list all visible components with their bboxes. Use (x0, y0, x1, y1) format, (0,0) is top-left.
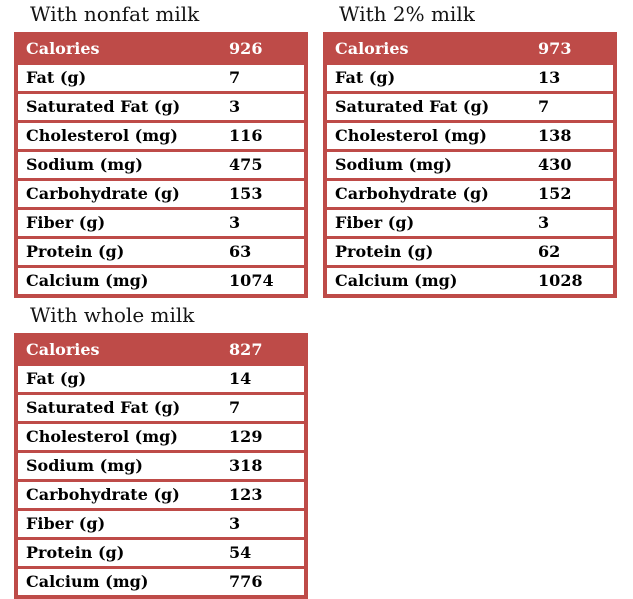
table-row: Sodium (mg) 475 (16, 149, 306, 180)
nutrient-value: 14 (227, 363, 306, 394)
nutrient-value: 3 (227, 91, 306, 122)
header-value: 926 (227, 34, 306, 64)
table-row: Carbohydrate (g) 123 (16, 479, 306, 510)
table-row: Fiber (g) 3 (16, 508, 306, 539)
table-header-row: Calories 926 (16, 34, 306, 64)
table-row: Fiber (g) 3 (325, 207, 615, 238)
table-row: Protein (g) 63 (16, 236, 306, 267)
table-row: Saturated Fat (g) 7 (325, 91, 615, 122)
nutrient-label: Fat (g) (16, 62, 228, 93)
nutrition-block-whole-milk: With whole milk Calories 827 Fat (g) 14 … (14, 303, 308, 599)
table-title-whole-milk: With whole milk (30, 303, 195, 327)
table-row: Protein (g) 54 (16, 537, 306, 568)
nutrient-value: 116 (227, 120, 306, 151)
table-row: Saturated Fat (g) 7 (16, 392, 306, 423)
nutrient-label: Sodium (mg) (325, 149, 537, 180)
nutrient-label: Saturated Fat (g) (16, 392, 228, 423)
nutrient-label: Fiber (g) (325, 207, 537, 238)
header-label: Calories (16, 34, 228, 64)
nutrient-label: Fiber (g) (16, 508, 228, 539)
nutrient-label: Fat (g) (325, 62, 537, 93)
nutrient-label: Protein (g) (16, 236, 228, 267)
table-row: Protein (g) 62 (325, 236, 615, 267)
nutrient-value: 7 (227, 62, 306, 93)
nutrient-label: Cholesterol (mg) (16, 421, 228, 452)
nutrient-label: Carbohydrate (g) (325, 178, 537, 209)
nutrient-value: 63 (227, 236, 306, 267)
nutrient-label: Fat (g) (16, 363, 228, 394)
nutrition-table-2pct-milk: Calories 973 Fat (g) 13 Saturated Fat (g… (323, 32, 617, 298)
nutrient-value: 54 (227, 537, 306, 568)
table-title-nonfat-milk: With nonfat milk (30, 2, 200, 26)
nutrient-label: Sodium (mg) (16, 149, 228, 180)
table-row: Carbohydrate (g) 153 (16, 178, 306, 209)
nutrient-label: Cholesterol (mg) (16, 120, 228, 151)
nutrient-value: 3 (536, 207, 615, 238)
table-row: Saturated Fat (g) 3 (16, 91, 306, 122)
table-row: Sodium (mg) 318 (16, 450, 306, 481)
nutrient-label: Saturated Fat (g) (16, 91, 228, 122)
table-row: Fat (g) 13 (325, 62, 615, 93)
nutrient-label: Cholesterol (mg) (325, 120, 537, 151)
table-row: Fat (g) 14 (16, 363, 306, 394)
nutrient-value: 153 (227, 178, 306, 209)
nutrient-value: 1074 (227, 265, 306, 296)
table-header-row: Calories 827 (16, 335, 306, 365)
nutrient-label: Calcium (mg) (16, 566, 228, 597)
nutrient-label: Fiber (g) (16, 207, 228, 238)
header-label: Calories (16, 335, 228, 365)
nutrient-value: 123 (227, 479, 306, 510)
nutrient-value: 138 (536, 120, 615, 151)
table-title-2pct-milk: With 2% milk (339, 2, 475, 26)
nutrition-table-whole-milk: Calories 827 Fat (g) 14 Saturated Fat (g… (14, 333, 308, 599)
nutrient-label: Carbohydrate (g) (16, 178, 228, 209)
nutrient-value: 3 (227, 207, 306, 238)
nutrient-value: 776 (227, 566, 306, 597)
nutrient-value: 1028 (536, 265, 615, 296)
nutrient-value: 3 (227, 508, 306, 539)
nutrient-value: 62 (536, 236, 615, 267)
nutrition-block-nonfat-milk: With nonfat milk Calories 926 Fat (g) 7 … (14, 2, 308, 298)
table-row: Cholesterol (mg) 129 (16, 421, 306, 452)
table-row: Cholesterol (mg) 138 (325, 120, 615, 151)
nutrient-value: 7 (227, 392, 306, 423)
nutrient-label: Protein (g) (16, 537, 228, 568)
nutrient-value: 318 (227, 450, 306, 481)
nutrient-label: Saturated Fat (g) (325, 91, 537, 122)
table-row: Cholesterol (mg) 116 (16, 120, 306, 151)
nutrient-value: 475 (227, 149, 306, 180)
header-value: 973 (536, 34, 615, 64)
table-row: Calcium (mg) 1028 (325, 265, 615, 296)
nutrient-value: 152 (536, 178, 615, 209)
table-row: Calcium (mg) 1074 (16, 265, 306, 296)
table-row: Sodium (mg) 430 (325, 149, 615, 180)
table-row: Calcium (mg) 776 (16, 566, 306, 597)
nutrient-value: 129 (227, 421, 306, 452)
nutrient-value: 13 (536, 62, 615, 93)
table-row: Carbohydrate (g) 152 (325, 178, 615, 209)
header-label: Calories (325, 34, 537, 64)
table-row: Fiber (g) 3 (16, 207, 306, 238)
nutrient-value: 7 (536, 91, 615, 122)
nutrient-label: Sodium (mg) (16, 450, 228, 481)
nutrient-label: Carbohydrate (g) (16, 479, 228, 510)
nutrient-label: Protein (g) (325, 236, 537, 267)
nutrient-value: 430 (536, 149, 615, 180)
nutrient-label: Calcium (mg) (16, 265, 228, 296)
table-row: Fat (g) 7 (16, 62, 306, 93)
header-value: 827 (227, 335, 306, 365)
table-header-row: Calories 973 (325, 34, 615, 64)
nutrition-table-nonfat-milk: Calories 926 Fat (g) 7 Saturated Fat (g)… (14, 32, 308, 298)
nutrition-block-2pct-milk: With 2% milk Calories 973 Fat (g) 13 Sat… (323, 2, 617, 298)
nutrient-label: Calcium (mg) (325, 265, 537, 296)
